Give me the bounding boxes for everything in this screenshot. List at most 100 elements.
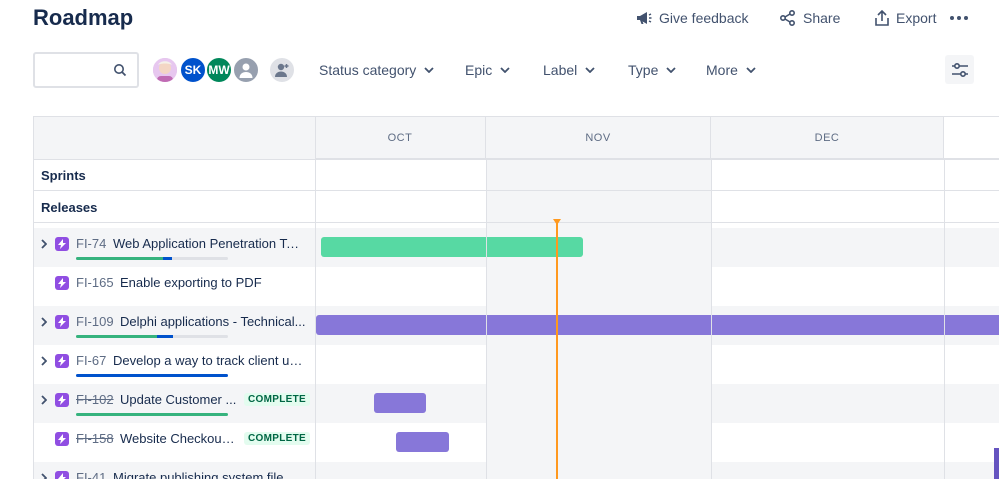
share-icon <box>779 9 796 27</box>
chevron-down-icon <box>585 67 595 73</box>
export-label: Export <box>896 10 937 26</box>
avatar-user-photo[interactable] <box>151 56 179 84</box>
progress-bar <box>76 257 228 260</box>
status-category-filter[interactable]: Status category <box>319 62 434 78</box>
ellipsis-icon <box>950 16 968 20</box>
chevron-right-icon[interactable] <box>41 239 47 249</box>
progress-bar <box>76 413 228 416</box>
avatar-sk[interactable]: SK <box>179 56 207 84</box>
epic-icon <box>55 471 69 479</box>
divider <box>34 222 999 223</box>
search-input[interactable] <box>41 60 111 80</box>
issue-summary[interactable]: Delphi applications - Technical... <box>120 314 306 329</box>
issue-summary[interactable]: Web Application Penetration Te... <box>113 236 303 251</box>
epic-filter[interactable]: Epic <box>465 62 510 78</box>
epic-icon <box>55 354 69 368</box>
month-header-oct: OCT <box>315 117 486 159</box>
share-button[interactable]: Share <box>779 8 840 28</box>
progress-bar <box>76 335 228 338</box>
share-label: Share <box>803 10 841 26</box>
divider <box>34 190 999 191</box>
chevron-down-icon <box>666 67 676 73</box>
table-row[interactable]: FI-102 Update Customer ... COMPLETE <box>34 384 999 423</box>
issue-summary[interactable]: Develop a way to track client us... <box>113 353 306 368</box>
timeline-bar[interactable] <box>374 393 426 413</box>
epic-icon <box>55 276 69 290</box>
more-filter[interactable]: More <box>706 62 756 78</box>
column-divider <box>944 159 945 479</box>
epic-icon <box>55 393 69 407</box>
search-box[interactable] <box>33 52 139 88</box>
add-people-button[interactable] <box>268 56 296 84</box>
person-icon <box>239 63 253 78</box>
oct-header-shade <box>315 117 486 159</box>
chevron-down-icon <box>746 67 756 73</box>
dec-header-shade <box>711 117 944 159</box>
type-filter[interactable]: Type <box>628 62 676 78</box>
issue-summary[interactable]: Enable exporting to PDF <box>120 275 262 290</box>
view-settings-button[interactable] <box>945 55 974 84</box>
month-header-next <box>944 117 999 159</box>
issue-key[interactable]: FI-74 <box>76 236 107 251</box>
status-badge: COMPLETE <box>244 393 310 406</box>
avatar-unassigned[interactable] <box>232 56 260 84</box>
month-header-nov: NOV <box>486 117 711 159</box>
epic-icon <box>55 237 69 251</box>
label-filter[interactable]: Label <box>543 62 595 78</box>
issue-key[interactable]: FI-67 <box>76 353 107 368</box>
avatar-mw[interactable]: MW <box>205 56 233 84</box>
table-row[interactable]: FI-41 Migrate publishing system files t.… <box>34 462 999 479</box>
releases-row-label: Releases <box>41 200 98 215</box>
more-filter-label: More <box>706 62 738 78</box>
issue-summary[interactable]: Update Customer ... <box>120 392 237 407</box>
chevron-down-icon <box>424 67 434 73</box>
chevron-down-icon <box>500 67 510 73</box>
export-icon <box>875 9 889 26</box>
timeline-bar[interactable] <box>316 315 999 335</box>
left-header-shade <box>34 117 315 159</box>
column-divider <box>711 159 712 479</box>
epic-icon <box>55 432 69 446</box>
chevron-right-icon[interactable] <box>41 356 47 366</box>
avatar-sk-initials: SK <box>184 63 202 77</box>
table-row[interactable]: FI-74 Web Application Penetration Te... <box>34 228 999 267</box>
give-feedback-button[interactable]: Give feedback <box>635 8 749 28</box>
export-button[interactable]: Export <box>874 8 936 28</box>
timeline-bar[interactable] <box>321 237 583 257</box>
progress-bar <box>76 374 228 377</box>
issue-key[interactable]: FI-102 <box>76 392 114 407</box>
today-line <box>556 223 558 479</box>
table-row[interactable]: FI-109 Delphi applications - Technical..… <box>34 306 999 345</box>
add-person-icon <box>275 63 289 77</box>
more-actions-button[interactable] <box>949 8 969 28</box>
page-title: Roadmap <box>33 5 134 30</box>
timeline-bar[interactable] <box>396 432 449 452</box>
sprints-row-label: Sprints <box>41 168 86 183</box>
month-header-dec: DEC <box>711 117 944 159</box>
issue-key[interactable]: FI-158 <box>76 431 114 446</box>
issue-summary[interactable]: Website Checkout I... <box>120 431 238 446</box>
chevron-right-icon[interactable] <box>41 473 47 479</box>
table-row[interactable]: FI-165 Enable exporting to PDF <box>34 267 999 306</box>
give-feedback-label: Give feedback <box>659 10 749 26</box>
scrollbar-handle[interactable] <box>994 448 999 479</box>
avatar-mw-initials: MW <box>208 63 230 77</box>
epic-icon <box>55 315 69 329</box>
column-divider <box>486 159 487 479</box>
issue-summary[interactable]: Migrate publishing system files t... <box>113 470 303 479</box>
column-divider <box>315 117 316 479</box>
epic-filter-label: Epic <box>465 62 493 78</box>
sliders-icon <box>951 62 968 77</box>
chevron-right-icon[interactable] <box>41 317 47 327</box>
issue-key[interactable]: FI-109 <box>76 314 114 329</box>
status-badge: COMPLETE <box>244 432 310 445</box>
type-filter-label: Type <box>628 62 659 78</box>
table-row[interactable]: FI-67 Develop a way to track client us..… <box>34 345 999 384</box>
today-marker-icon <box>553 219 561 225</box>
chevron-right-icon[interactable] <box>41 395 47 405</box>
user-photo-icon <box>153 58 177 82</box>
table-row[interactable]: FI-158 Website Checkout I... COMPLETE <box>34 423 999 462</box>
label-filter-label: Label <box>543 62 578 78</box>
issue-key[interactable]: FI-165 <box>76 275 114 290</box>
issue-key[interactable]: FI-41 <box>76 470 107 479</box>
